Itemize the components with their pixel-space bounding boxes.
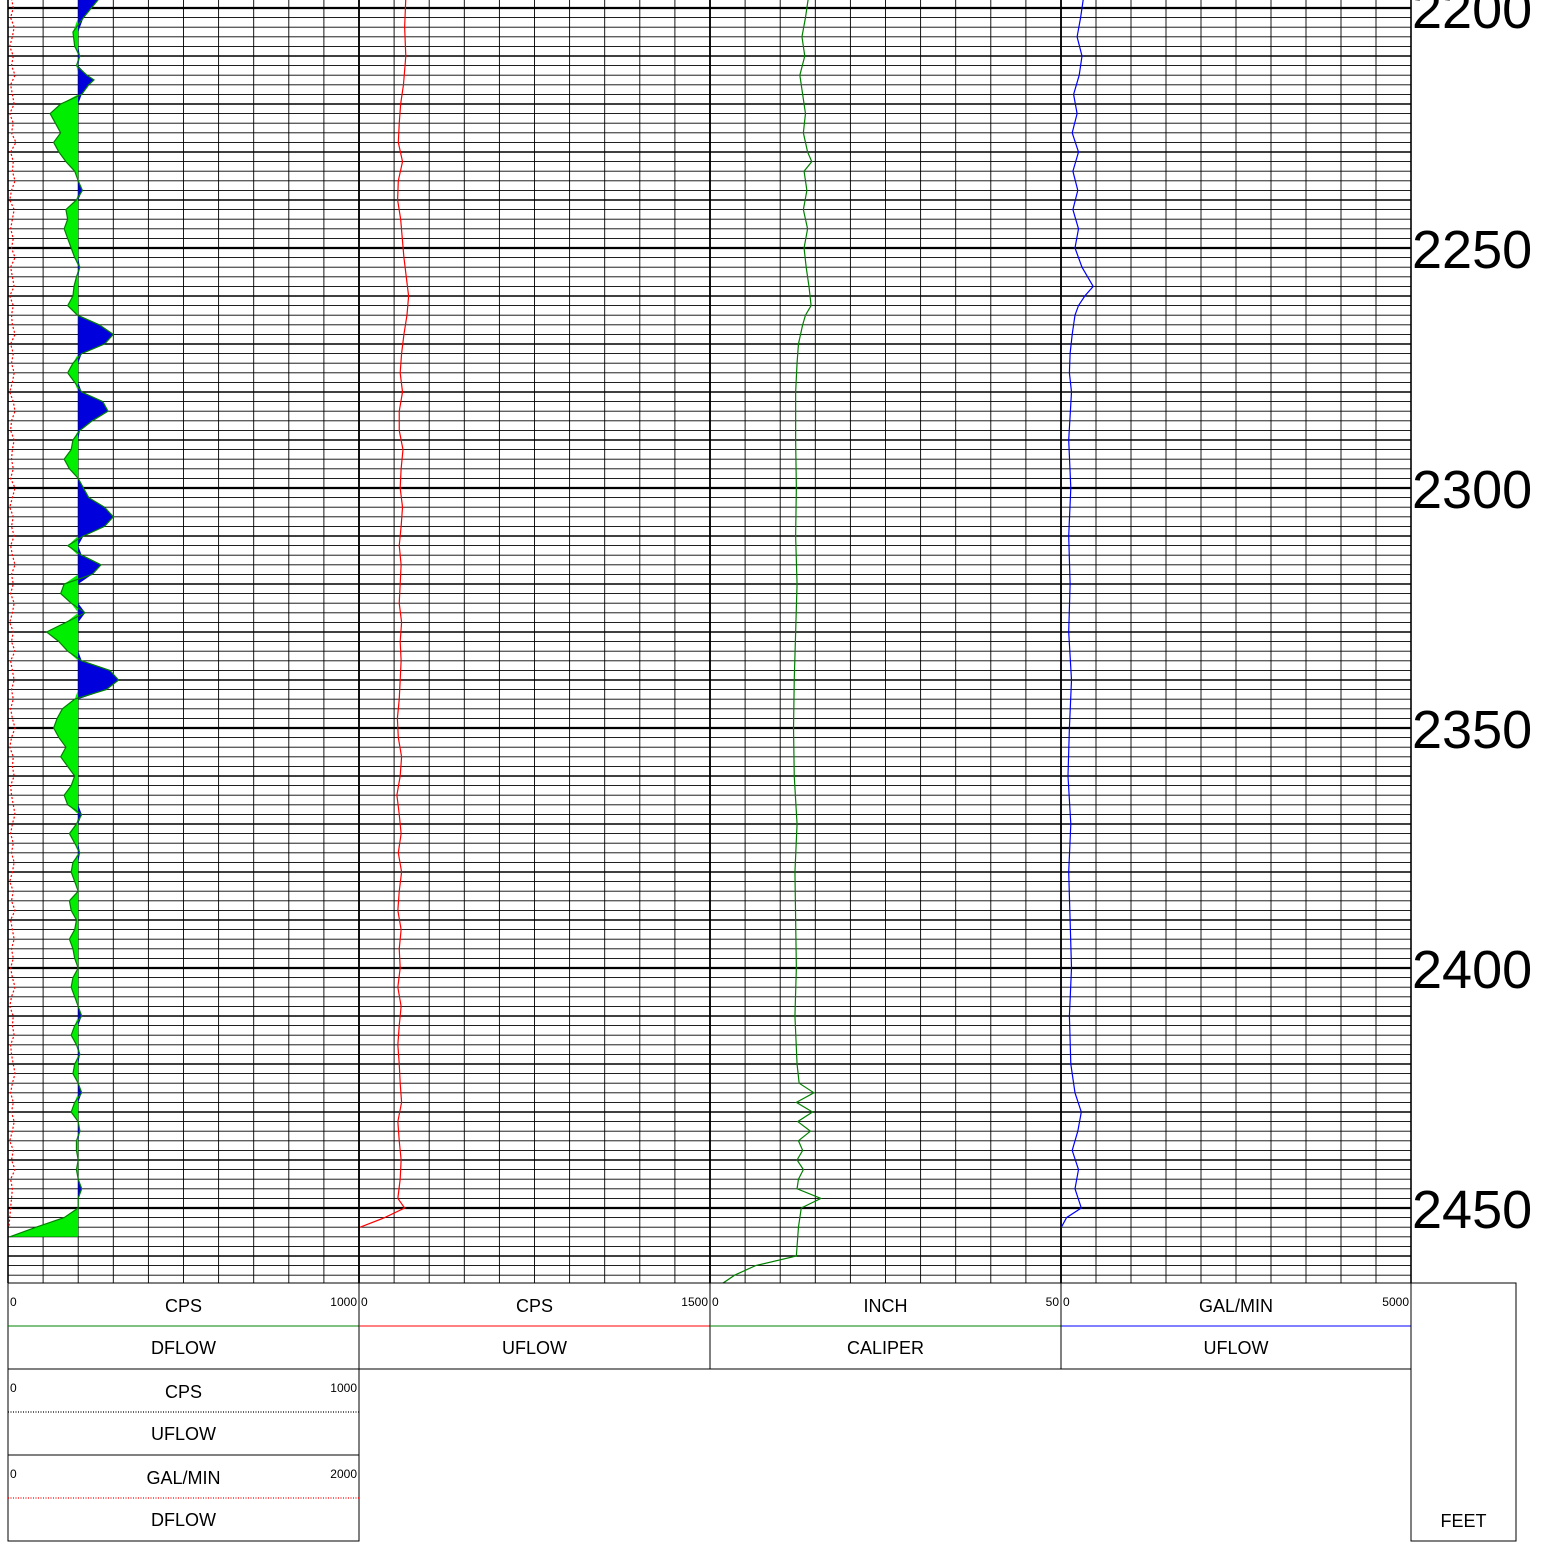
curve-uflow-line xyxy=(359,0,410,1228)
curve-scale-max: 1500 xyxy=(681,1295,708,1309)
dflow-fill-right xyxy=(78,0,119,1237)
curve-unit: INCH xyxy=(864,1296,908,1316)
curve-name: CALIPER xyxy=(847,1338,924,1358)
depth-label: 2200 xyxy=(1412,0,1532,40)
curve-name: UFLOW xyxy=(1204,1338,1269,1358)
curve-header: 0 5000 GAL/MIN UFLOW xyxy=(1060,1282,1412,1370)
curve-scale-min: 0 xyxy=(1063,1295,1070,1309)
curve-unit: CPS xyxy=(516,1296,553,1316)
curve-unit: CPS xyxy=(165,1296,202,1316)
curve-name: UFLOW xyxy=(502,1338,567,1358)
curve-scale-max: 1000 xyxy=(330,1295,357,1309)
curve-unit: GAL/MIN xyxy=(1199,1296,1273,1316)
dflow-fill-left xyxy=(9,0,79,1237)
depth-label: 2350 xyxy=(1412,700,1532,760)
curve-caliper-line xyxy=(709,0,823,1291)
curve-scale-min: 0 xyxy=(712,1295,719,1309)
curve-scale-max: 1000 xyxy=(330,1381,357,1395)
curve-header: 0 2000 GAL/MIN DFLOW xyxy=(7,1454,360,1542)
curve-scale-min: 0 xyxy=(361,1295,368,1309)
curve-dflow-line xyxy=(9,0,120,1238)
curve-unit: CPS xyxy=(165,1382,202,1402)
curve-uflow-line xyxy=(1060,0,1094,1228)
depth-unit-box xyxy=(1410,1282,1517,1542)
depth-labels: 2200 2250 2300 2350 2400 2450 xyxy=(1412,0,1532,1240)
curve-scale-max: 2000 xyxy=(330,1467,357,1481)
curve-dflow-line xyxy=(8,0,17,1228)
curve-scale-max: 50 xyxy=(1046,1295,1060,1309)
depth-label: 2300 xyxy=(1412,460,1532,520)
curve-header: 0 1000 CPS DFLOW xyxy=(7,1282,360,1370)
depth-label: 2400 xyxy=(1412,940,1532,1000)
curve-scale-min: 0 xyxy=(10,1295,17,1309)
curve-name: DFLOW xyxy=(151,1510,216,1530)
curve-header: 0 1000 CPS UFLOW xyxy=(7,1368,360,1456)
curve-unit: GAL/MIN xyxy=(146,1468,220,1488)
curve-header: 0 1500 CPS UFLOW xyxy=(358,1282,711,1370)
curve-name: UFLOW xyxy=(151,1424,216,1444)
depth-label: 2450 xyxy=(1412,1180,1532,1240)
curve-header: 0 50 INCH CALIPER xyxy=(709,1282,1062,1370)
curve-headers: 0 1000 CPS DFLOW 0 1000 CPS UFLOW 0 2000 GAL/MIN DF… xyxy=(7,1282,1517,1542)
curve-scale-min: 0 xyxy=(10,1381,17,1395)
log-grid xyxy=(7,0,1412,1283)
curve-lines xyxy=(8,0,1094,1291)
curve-name: DFLOW xyxy=(151,1338,216,1358)
curve-fills xyxy=(9,0,119,1237)
depth-unit-label: FEET xyxy=(1440,1511,1486,1531)
curve-scale-min: 0 xyxy=(10,1467,17,1481)
depth-label: 2250 xyxy=(1412,220,1532,280)
curve-scale-max: 5000 xyxy=(1382,1295,1409,1309)
